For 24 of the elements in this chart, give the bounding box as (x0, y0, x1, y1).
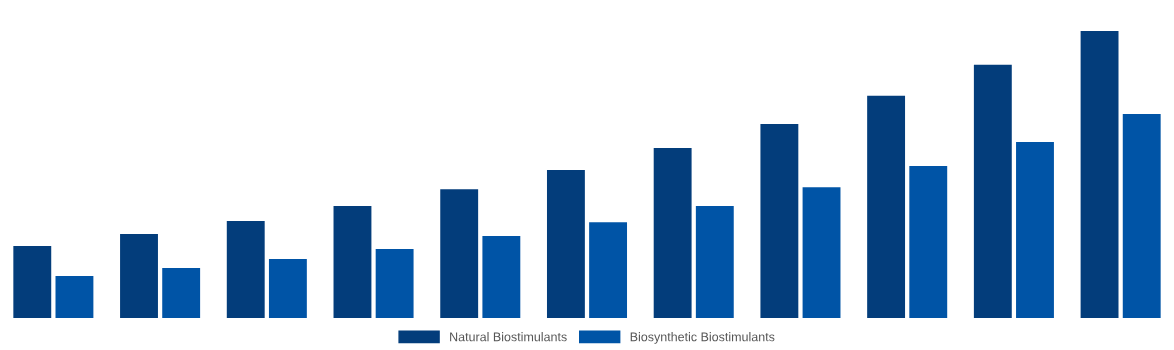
bar (653, 148, 692, 318)
bar (973, 64, 1012, 318)
bar (268, 258, 307, 318)
bar (760, 123, 799, 318)
bar (55, 276, 94, 318)
bar (482, 235, 521, 318)
legend-label: Natural Biostimulants (450, 332, 567, 342)
bar (589, 222, 628, 318)
bar (120, 233, 158, 318)
bar (162, 268, 201, 318)
bar (440, 189, 479, 318)
bar (546, 169, 585, 318)
bar (695, 206, 734, 318)
bar (333, 206, 372, 318)
bar (1080, 31, 1119, 318)
bar (802, 187, 841, 318)
bar (909, 165, 948, 318)
legend-label: Biosynthetic Biostimulants (630, 332, 775, 344)
bar (226, 220, 265, 318)
bar (867, 95, 906, 318)
bar (1122, 113, 1161, 318)
bar (13, 245, 52, 318)
bar (1016, 142, 1054, 318)
bar (375, 249, 414, 318)
